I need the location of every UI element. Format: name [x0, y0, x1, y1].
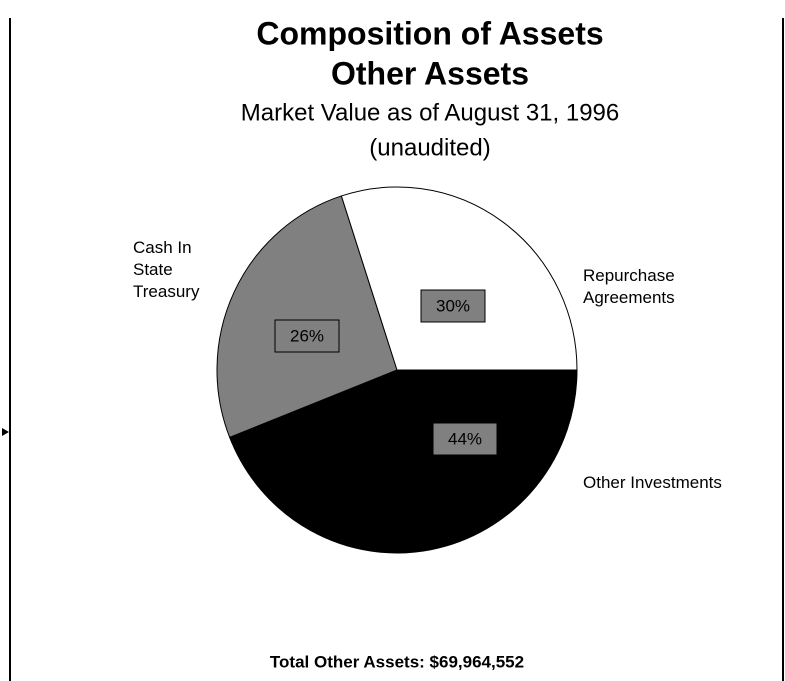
pie-slice — [340, 186, 578, 371]
value-label: 44% — [448, 429, 482, 448]
annotation: Market Value as of August 31, 1996 — [241, 99, 619, 126]
value-label: 26% — [290, 326, 324, 345]
pie-slice — [216, 195, 398, 439]
annotation: (unaudited) — [369, 134, 490, 161]
footer: Total Other Assets: $69,964,552 — [270, 652, 524, 671]
pie-slice — [228, 369, 578, 554]
category-label: Repurchase Agreements — [583, 266, 675, 307]
value-label-box — [274, 319, 340, 353]
category-label: Other Investments — [583, 473, 722, 492]
chart-title: Composition of Assets — [256, 15, 603, 51]
value-label-box — [432, 422, 498, 456]
value-label-box — [420, 289, 486, 323]
value-label: 30% — [436, 296, 470, 315]
category-label: Cash In State Treasury — [133, 238, 200, 301]
arrow — [2, 428, 9, 436]
chart-subtitle: Other Assets — [331, 55, 529, 91]
